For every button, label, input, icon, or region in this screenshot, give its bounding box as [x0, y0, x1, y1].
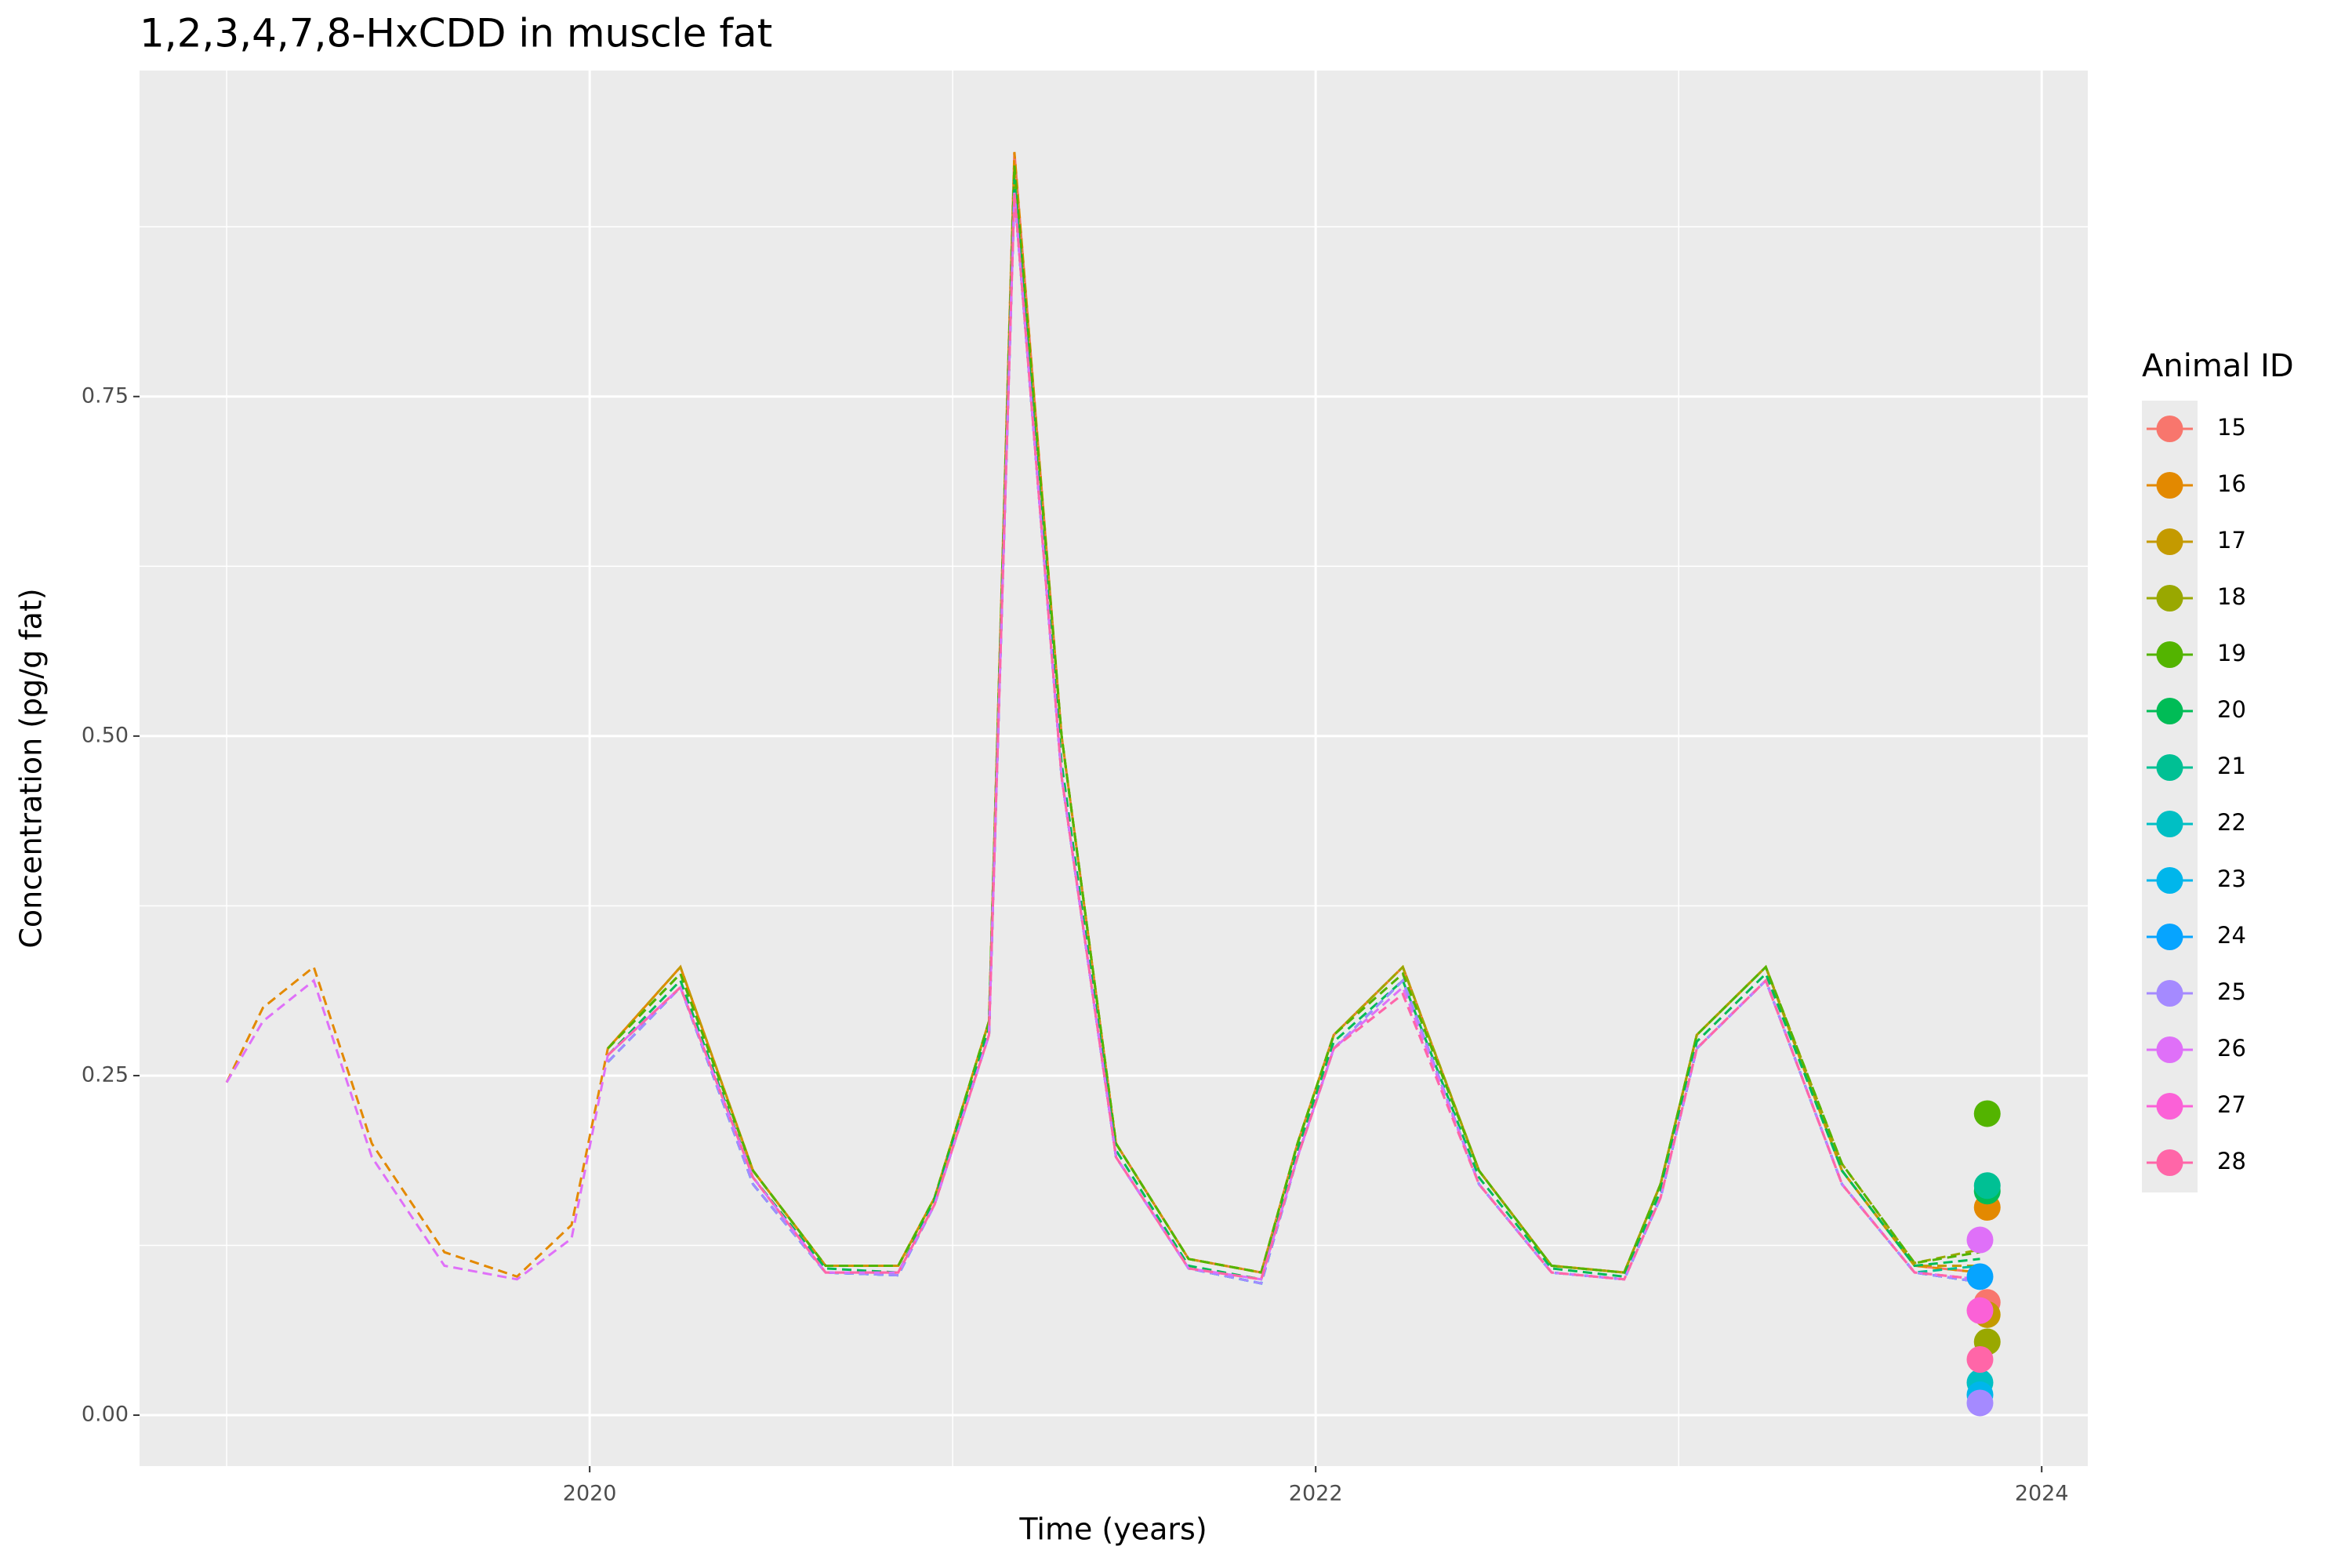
observation-point: [1973, 1172, 2001, 1200]
legend-key-point: [2156, 698, 2183, 724]
panel: [140, 71, 2088, 1466]
legend-label: 23: [2217, 866, 2246, 892]
chart-title: 1,2,3,4,7,8-HxCDD in muscle fat: [140, 11, 772, 56]
y-tick-label: 0.75: [82, 383, 129, 408]
legend-background: [2142, 401, 2198, 1192]
legend-label: 27: [2217, 1091, 2246, 1118]
y-axis-title: Concentration (pg/g fat): [14, 588, 49, 948]
series-line: [607, 165, 1980, 1274]
legend-label: 17: [2217, 527, 2246, 554]
observation-point: [1973, 1100, 2001, 1127]
legend-label: 21: [2217, 753, 2246, 779]
legend-key-point: [2156, 811, 2183, 837]
observation-point: [1966, 1346, 1994, 1374]
legend-key-point: [2156, 867, 2183, 894]
observation-point: [1966, 1226, 1994, 1254]
legend-label: 16: [2217, 470, 2246, 497]
legend-key-point: [2156, 472, 2183, 499]
y-tick-label: 0.50: [82, 723, 129, 747]
x-tick-label: 2020: [563, 1482, 617, 1506]
legend-label: 15: [2217, 414, 2246, 441]
series-line: [607, 192, 1980, 1281]
legend-key-point: [2156, 754, 2183, 781]
legend-key-point: [2156, 528, 2183, 555]
observation-point: [1966, 1389, 1994, 1417]
y-tick-label: 0.00: [82, 1403, 129, 1427]
legend-label: 20: [2217, 696, 2246, 723]
x-tick-label: 2022: [1289, 1482, 1343, 1506]
y-tick-label: 0.25: [82, 1062, 129, 1087]
legend-label: 25: [2217, 978, 2246, 1005]
x-axis-title: Time (years): [1018, 1512, 1207, 1547]
legend-label: 19: [2217, 640, 2246, 666]
series-line: [607, 165, 1980, 1274]
legend-label: 22: [2217, 809, 2246, 836]
legend-title: Animal ID: [2142, 348, 2294, 384]
legend-key-point: [2156, 980, 2183, 1007]
observation-point: [1966, 1297, 1994, 1324]
legend-key-point: [2156, 924, 2183, 950]
observation-point: [1966, 1263, 1994, 1290]
legend-label: 24: [2217, 922, 2246, 949]
legend-key-point: [2156, 1036, 2183, 1063]
legend-key-point: [2156, 1149, 2183, 1176]
legend-key-point: [2156, 416, 2183, 442]
legend-key-point: [2156, 585, 2183, 612]
legend-label: 26: [2217, 1035, 2246, 1062]
series-line: [607, 192, 1980, 1285]
x-tick-label: 2024: [2015, 1482, 2069, 1506]
legend-key-point: [2156, 641, 2183, 668]
legend-label: 18: [2217, 583, 2246, 610]
legend-label: 28: [2217, 1148, 2246, 1174]
legend-key-point: [2156, 1093, 2183, 1120]
